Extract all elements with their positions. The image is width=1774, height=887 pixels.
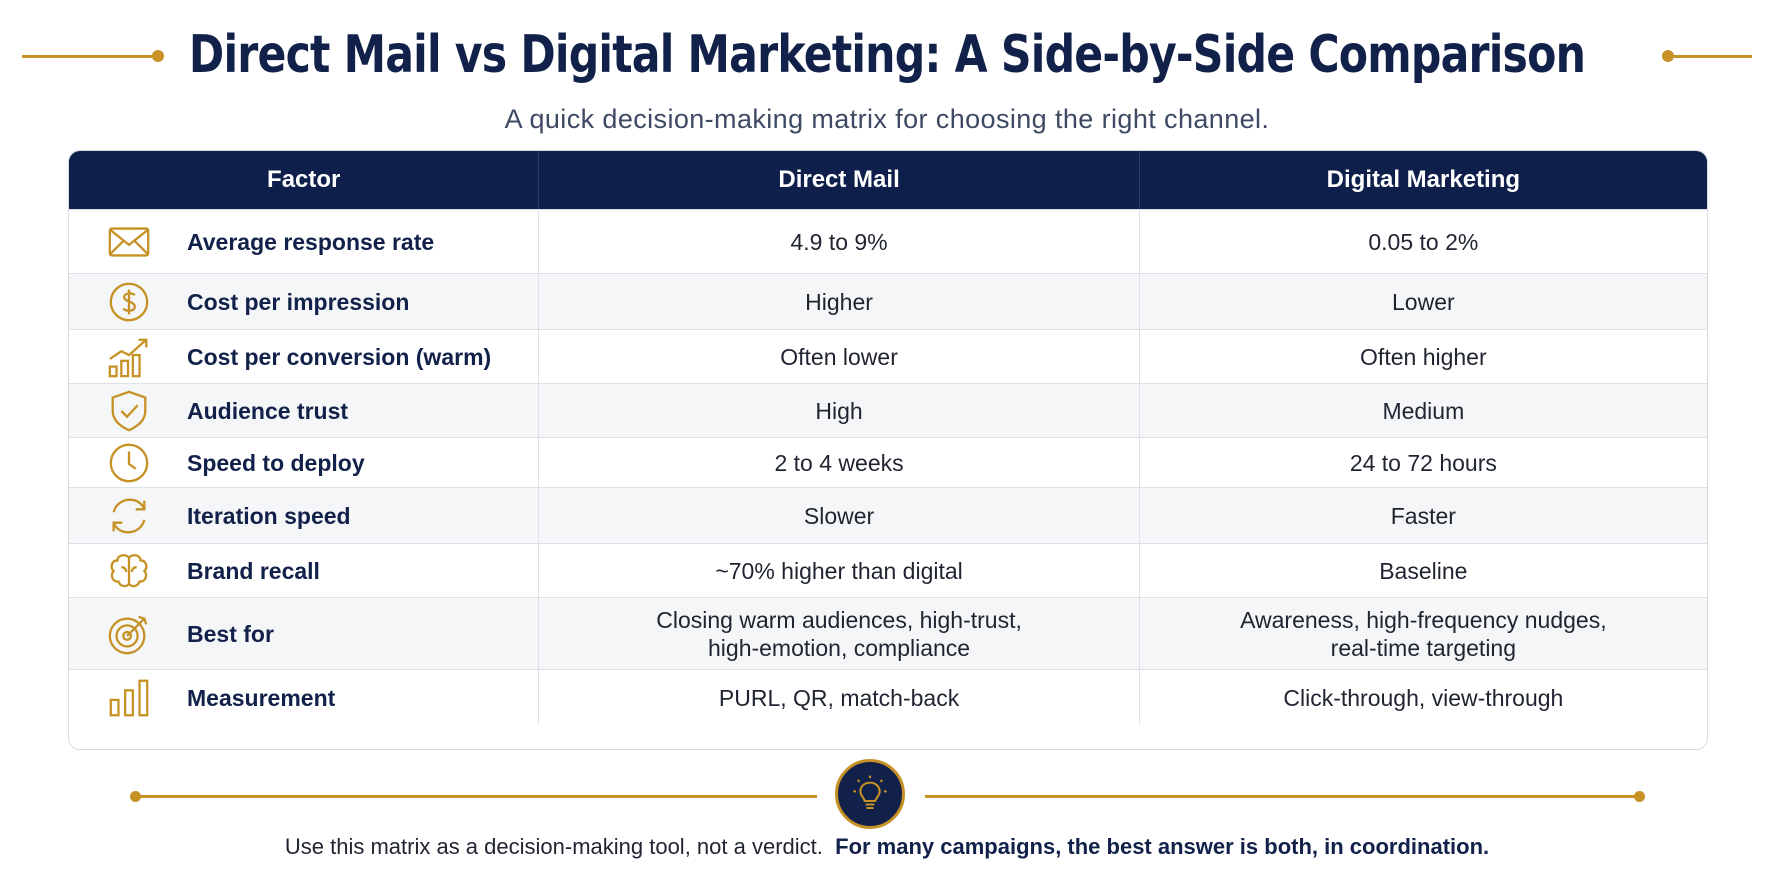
direct-mail-value-line: high-emotion, compliance (708, 634, 971, 661)
footer-decor-dot-left (130, 791, 141, 802)
shield-check-icon (105, 387, 153, 435)
digital-value: Lower (1138, 274, 1707, 329)
clock-icon (105, 439, 153, 487)
column-header-factor: Factor (267, 166, 341, 193)
direct-mail-value: Slower (538, 488, 1138, 543)
column-header-digital-marketing: Digital Marketing (1138, 151, 1707, 209)
table-row: Average response rate 4.9 to 9% 0.05 to … (69, 209, 1707, 273)
factor-label: Cost per conversion (warm) (187, 343, 492, 370)
table-row: Iteration speed Slower Faster (69, 487, 1707, 543)
digital-value: Click-through, view-through (1138, 670, 1707, 725)
digital-value: 24 to 72 hours (1138, 438, 1707, 487)
title-decor-dot-right (1662, 50, 1674, 62)
factor-cell: Cost per impression (69, 274, 538, 329)
footer-decor-dot-right (1634, 791, 1645, 802)
factor-label: Cost per impression (187, 288, 410, 315)
footer-decor-line-right (925, 795, 1640, 798)
direct-mail-value: 4.9 to 9% (538, 210, 1138, 273)
digital-value: Often higher (1138, 330, 1707, 383)
factor-cell: Best for (69, 598, 538, 669)
direct-mail-value: 2 to 4 weeks (538, 438, 1138, 487)
envelope-icon (105, 218, 153, 266)
direct-mail-value: PURL, QR, match-back (538, 670, 1138, 725)
digital-value: Medium (1138, 384, 1707, 437)
factor-cell: Average response rate (69, 210, 538, 273)
footer-text: Use this matrix as a decision-making too… (284, 834, 823, 859)
title-decor-line-left (22, 55, 152, 58)
column-header-direct-mail: Direct Mail (538, 151, 1138, 209)
page-title: Direct Mail vs Digital Marketing: A Side… (188, 25, 1586, 85)
factor-label: Brand recall (187, 557, 320, 584)
direct-mail-value-lines: Closing warm audiences, high-trust, high… (656, 606, 1022, 662)
digital-value-lines: Awareness, high-frequency nudges, real-t… (1240, 606, 1607, 662)
factor-cell: Measurement (69, 670, 538, 725)
dollar-icon (105, 278, 153, 326)
digital-value: 0.05 to 2% (1138, 210, 1707, 273)
factor-label: Measurement (187, 684, 336, 711)
direct-mail-value: Often lower (538, 330, 1138, 383)
direct-mail-value: Closing warm audiences, high-trust, high… (538, 598, 1138, 669)
factor-cell: Speed to deploy (69, 438, 538, 487)
factor-label: Iteration speed (187, 502, 351, 529)
factor-label: Audience trust (187, 397, 349, 424)
direct-mail-value-line: Closing warm audiences, high-trust, (656, 606, 1022, 633)
factor-cell: Iteration speed (69, 488, 538, 543)
bar-chart-icon (105, 674, 153, 722)
factor-cell: Brand recall (69, 544, 538, 597)
digital-value: Faster (1138, 488, 1707, 543)
digital-value-line: real-time targeting (1330, 634, 1517, 661)
table-header: Factor Direct Mail Digital Marketing (69, 151, 1707, 209)
lightbulb-icon (835, 759, 905, 829)
target-icon (105, 610, 153, 658)
factor-label: Average response rate (187, 228, 435, 255)
table-row: Audience trust High Medium (69, 383, 1707, 437)
digital-value: Awareness, high-frequency nudges, real-t… (1138, 598, 1707, 669)
factor-cell: Audience trust (69, 384, 538, 437)
direct-mail-value: ~70% higher than digital (538, 544, 1138, 597)
factor-label: Speed to deploy (187, 449, 365, 476)
footer-decor-line-left (140, 795, 817, 798)
direct-mail-value: High (538, 384, 1138, 437)
table-row: Brand recall ~70% higher than digital Ba… (69, 543, 1707, 597)
table-row: Speed to deploy 2 to 4 weeks 24 to 72 ho… (69, 437, 1707, 487)
title-decor-dot-left (152, 50, 164, 62)
brain-icon (105, 547, 153, 595)
footer-emphasis: For many campaigns, the best answer is b… (835, 834, 1490, 859)
factor-cell: Cost per conversion (warm) (69, 330, 538, 383)
direct-mail-value: Higher (538, 274, 1138, 329)
table-row: Cost per impression Higher Lower (69, 273, 1707, 329)
growth-chart-icon (105, 333, 153, 381)
title-decor-line-right (1674, 55, 1752, 58)
footer-note: Use this matrix as a decision-making too… (0, 834, 1774, 860)
digital-value: Baseline (1138, 544, 1707, 597)
comparison-table: Factor Direct Mail Digital Marketing Ave… (68, 150, 1708, 750)
table-row: Cost per conversion (warm) Often lower O… (69, 329, 1707, 383)
digital-value-line: Awareness, high-frequency nudges, (1240, 606, 1607, 633)
factor-label: Best for (187, 620, 274, 647)
table-row: Best for Closing warm audiences, high-tr… (69, 597, 1707, 669)
page-subtitle: A quick decision-making matrix for choos… (504, 104, 1270, 134)
refresh-icon (105, 492, 153, 540)
table-row: Measurement PURL, QR, match-back Click-t… (69, 669, 1707, 725)
title-area: Direct Mail vs Digital Marketing: A Side… (0, 12, 1774, 98)
